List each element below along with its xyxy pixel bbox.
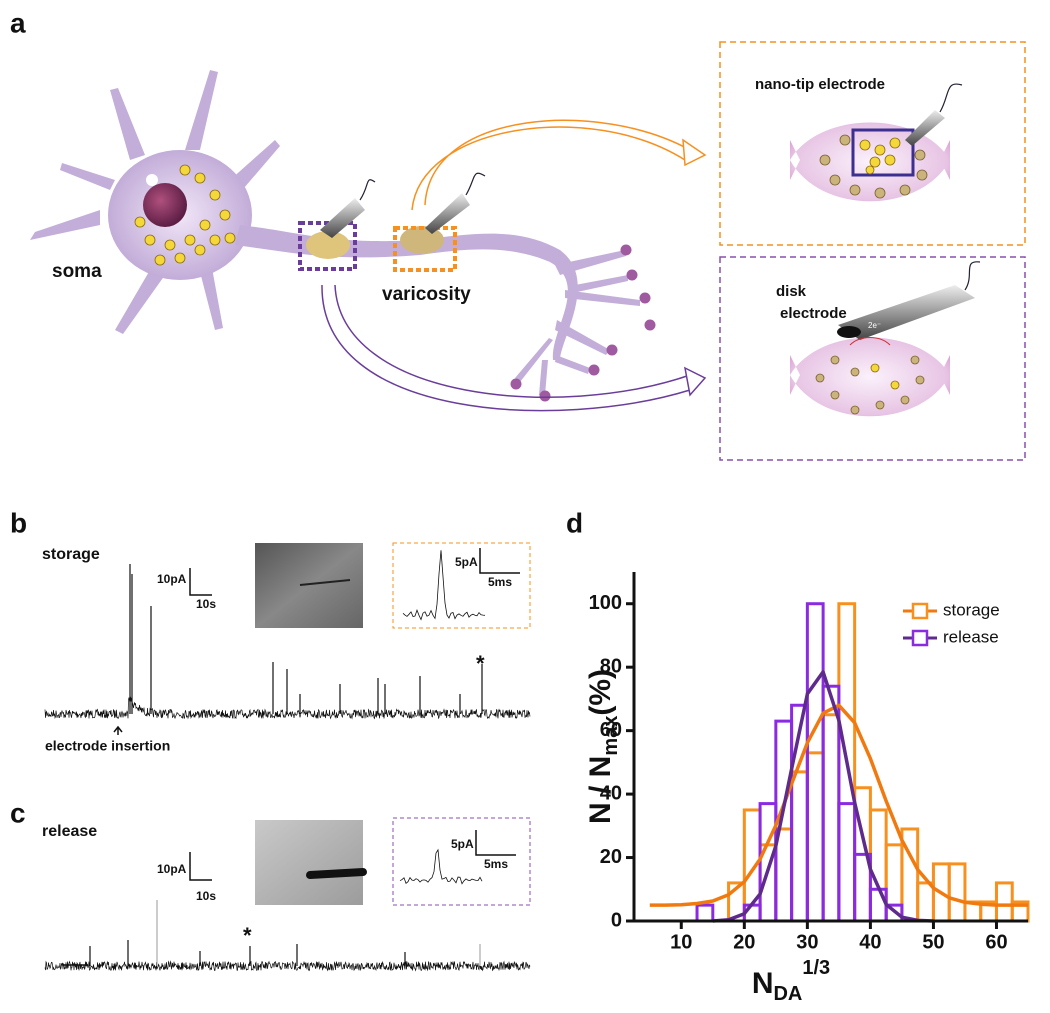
y-tick-label: 40 <box>600 782 622 804</box>
fit-curve <box>649 703 1028 907</box>
inset-trace <box>402 550 486 621</box>
electrode <box>320 172 486 238</box>
annotation: * <box>243 923 252 948</box>
histogram-bar <box>805 602 825 923</box>
scale-label: 5pA <box>451 837 474 851</box>
micrograph-tip <box>306 868 367 879</box>
inset-box <box>719 256 1026 461</box>
x-axis-label-part: DA <box>773 983 802 1005</box>
fit-curve <box>712 670 934 923</box>
label: 2e⁻ <box>868 321 881 330</box>
trace-title: storage <box>42 546 100 563</box>
y-axis-label-part: N / N <box>584 756 617 824</box>
panel-label: c <box>10 797 26 828</box>
panel-label: a <box>10 7 26 38</box>
histogram-bar <box>821 684 841 923</box>
y-tick-label: 80 <box>600 655 622 677</box>
label: disk <box>776 283 807 300</box>
histogram-bar <box>868 808 888 923</box>
dashed-box <box>298 221 357 271</box>
x-tick-label: 50 <box>922 931 944 953</box>
micrograph <box>255 543 363 628</box>
scale-label: 5pA <box>455 555 478 569</box>
x-axis-label: NDA1/3 <box>752 957 830 1005</box>
annotation: * <box>476 651 485 676</box>
scale-label: 5ms <box>488 575 512 589</box>
inset-box <box>719 41 1026 246</box>
inset-box <box>392 542 531 629</box>
y-axis-label: N / Nmax(%) <box>584 669 622 824</box>
inset-box <box>392 817 531 906</box>
panel-label: d <box>566 507 583 538</box>
y-tick-label: 0 <box>611 909 622 931</box>
trace <box>44 960 531 972</box>
y-tick-label: 100 <box>589 592 622 614</box>
y-tick-label: 20 <box>600 846 622 868</box>
neuron <box>30 70 656 402</box>
y-tick-label: 60 <box>600 719 622 741</box>
scale-label: 10s <box>196 597 216 611</box>
x-axis-label-part: 1/3 <box>802 957 830 979</box>
label: varicosity <box>382 284 471 305</box>
micrograph-tip <box>299 579 351 586</box>
trace-title: release <box>42 823 97 840</box>
y-axis-label-part: (%) <box>584 669 617 716</box>
panel-label: b <box>10 507 27 538</box>
histogram-bar <box>994 881 1014 923</box>
legend-swatch <box>911 629 929 647</box>
annotation: electrode insertion <box>45 738 170 754</box>
histogram-bar <box>695 903 715 923</box>
x-tick-label: 10 <box>670 931 692 953</box>
label: nano-tip electrode <box>755 76 885 93</box>
histogram-bar <box>758 802 778 923</box>
legend-label: release <box>943 627 999 646</box>
scale-label: 10s <box>196 889 216 903</box>
histogram-bar <box>790 770 809 923</box>
histogram-bar <box>837 802 857 923</box>
label: electrode <box>780 305 847 322</box>
scale-label: 5ms <box>484 857 508 871</box>
histogram-bar <box>947 862 967 923</box>
legend-swatch <box>911 602 929 620</box>
x-tick-label: 60 <box>985 931 1007 953</box>
x-tick-label: 30 <box>796 931 818 953</box>
histogram-bar <box>805 751 825 923</box>
scale-label: 10pA <box>157 572 187 586</box>
x-tick-label: 20 <box>733 931 755 953</box>
x-tick-label: 40 <box>859 931 881 953</box>
varicosity-zoom <box>790 83 981 417</box>
histogram-bar <box>868 887 888 923</box>
histogram-bar <box>821 713 841 923</box>
legend-label: storage <box>943 600 1000 619</box>
scale-label: 10pA <box>157 862 187 876</box>
micrograph <box>255 820 363 905</box>
x-axis-label-part: N <box>752 967 774 1000</box>
arrow <box>321 119 707 412</box>
dashed-box <box>393 226 457 272</box>
histogram-bar <box>916 881 935 923</box>
text-layer: a soma varicosity nano-tip electrode dis… <box>10 7 885 947</box>
inset-trace <box>399 848 483 885</box>
y-axis-label-part: max <box>600 716 622 756</box>
label: soma <box>52 261 102 282</box>
